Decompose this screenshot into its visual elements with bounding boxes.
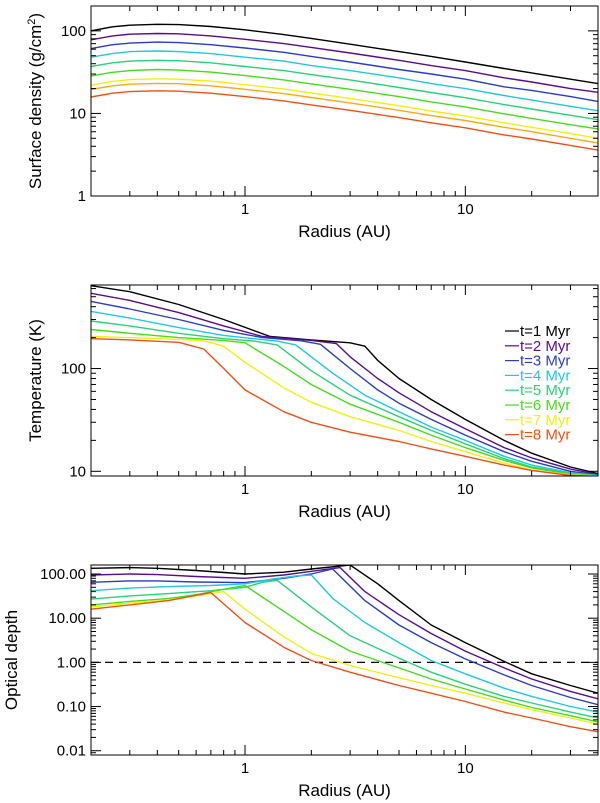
legend-label: t=5 Myr bbox=[520, 382, 570, 399]
legend-label: t=3 Myr bbox=[520, 353, 570, 370]
series-line-3 bbox=[91, 568, 598, 706]
y-tick-label: 1 bbox=[78, 188, 86, 205]
series-line-4 bbox=[91, 50, 598, 112]
x-axis-title: Radius (AU) bbox=[298, 781, 391, 800]
series-line-4 bbox=[91, 310, 598, 476]
series-line-8 bbox=[91, 82, 598, 144]
tick-marks bbox=[90, 5, 599, 197]
series-group bbox=[91, 23, 598, 151]
plot-frame bbox=[90, 564, 599, 756]
y-tick-label: 10 bbox=[69, 463, 86, 480]
plot-frame bbox=[90, 5, 599, 197]
y-tick-label: 100.00 bbox=[40, 566, 86, 583]
x-axis-title: Radius (AU) bbox=[298, 222, 391, 241]
x-tick-label: 1 bbox=[241, 201, 249, 218]
series-line-6 bbox=[91, 328, 598, 476]
y-tick-label: 10 bbox=[69, 105, 86, 122]
y-axis-title: Optical depth bbox=[2, 610, 21, 710]
series-line-5 bbox=[91, 59, 598, 121]
series-line-1 bbox=[91, 23, 598, 85]
legend-label: t=8 Myr bbox=[520, 427, 570, 444]
plot-frame bbox=[90, 284, 599, 477]
y-tick-label: 100 bbox=[61, 361, 86, 378]
series-line-7 bbox=[91, 335, 598, 476]
series-line-2 bbox=[91, 32, 598, 93]
panel-temperature: 1 10 10 100 Radius (AU) Temperature (K) t=1 My… bbox=[26, 284, 599, 521]
legend-label: t=6 Myr bbox=[520, 397, 570, 414]
series-line-1 bbox=[91, 565, 598, 694]
series-line-2 bbox=[91, 566, 598, 700]
y-tick-label: 0.10 bbox=[57, 699, 86, 716]
series-line-5 bbox=[91, 579, 598, 719]
x-tick-label: 10 bbox=[457, 760, 474, 777]
x-tick-label: 10 bbox=[457, 481, 474, 498]
tick-marks bbox=[90, 285, 599, 477]
series-group bbox=[91, 565, 598, 733]
legend-label: t=1 Myr bbox=[520, 323, 570, 340]
y-tick-label: 100 bbox=[61, 23, 86, 40]
y-axis-title: Surface density (g/cm2) bbox=[26, 13, 45, 189]
series-line-2 bbox=[91, 292, 598, 476]
panel-optical-depth: 1 10 0.01 0.10 1.00 10.00 100.00 Radius (AU) Opt… bbox=[2, 564, 599, 800]
legend-label: t=4 Myr bbox=[520, 367, 570, 384]
series-line-1 bbox=[91, 285, 598, 475]
x-tick-label: 10 bbox=[457, 201, 474, 218]
series-line-8 bbox=[91, 338, 598, 476]
y-tick-label: 0.01 bbox=[57, 743, 86, 760]
series-line-3 bbox=[91, 41, 598, 103]
series-group bbox=[91, 285, 598, 476]
x-axis-title: Radius (AU) bbox=[298, 502, 391, 521]
series-line-6 bbox=[91, 584, 598, 723]
y-axis-title: Temperature (K) bbox=[26, 319, 45, 442]
legend-label: t=7 Myr bbox=[520, 412, 570, 429]
y-tick-label: 1.00 bbox=[57, 654, 86, 671]
series-line-5 bbox=[91, 320, 598, 476]
y-tick-label: 10.00 bbox=[48, 610, 86, 627]
series-line-3 bbox=[91, 300, 598, 476]
series-line-7 bbox=[91, 78, 598, 139]
series-line-4 bbox=[91, 574, 598, 713]
series-line-6 bbox=[91, 68, 598, 130]
x-tick-label: 1 bbox=[241, 760, 249, 777]
series-line-8 bbox=[91, 591, 598, 733]
series-line-9 bbox=[91, 90, 598, 151]
x-tick-label: 1 bbox=[241, 481, 249, 498]
tick-marks bbox=[90, 565, 599, 756]
legend-label: t=2 Myr bbox=[520, 338, 570, 355]
panel-surface-density: 1 10 1 10 100 Radius (AU) Surface density (g/c… bbox=[26, 5, 599, 241]
